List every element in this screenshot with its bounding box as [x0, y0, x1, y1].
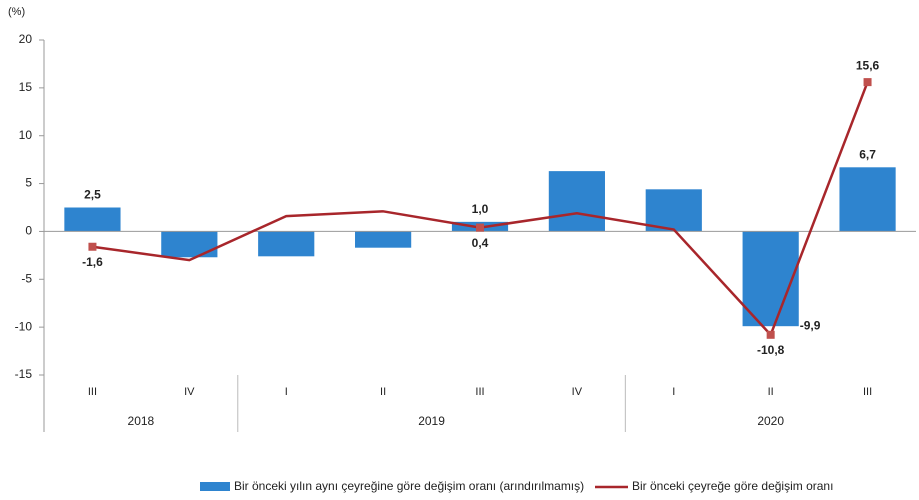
y-tick-label: -5	[21, 271, 32, 285]
line-label: -1,6	[82, 255, 103, 269]
y-tick-label: 20	[19, 32, 33, 46]
bar-label: 6,7	[859, 147, 876, 161]
bar	[355, 231, 412, 248]
marker	[476, 223, 484, 232]
x-tick-label: III	[88, 386, 97, 398]
marker	[88, 242, 97, 251]
bar	[64, 207, 121, 232]
bar	[839, 167, 896, 232]
group-label: 2018	[128, 414, 155, 428]
bar-label: -9,9	[800, 318, 821, 332]
bar	[645, 189, 702, 232]
legend-label: Bir önceki yılın aynı çeyreğine göre değ…	[234, 479, 584, 493]
x-tick-label: IV	[184, 386, 195, 398]
y-tick-label: 10	[19, 128, 33, 142]
bar	[161, 231, 218, 258]
y-tick-label: -15	[15, 367, 33, 381]
x-tick-label: III	[863, 386, 872, 398]
bar-label: 1,0	[472, 202, 489, 216]
marker	[863, 78, 872, 87]
line-label: 0,4	[472, 236, 489, 250]
x-tick-label: III	[475, 386, 484, 398]
x-tick-label: II	[380, 386, 386, 398]
y-tick-label: 5	[25, 176, 32, 190]
bar	[548, 171, 605, 232]
y-tick-label: -10	[15, 319, 33, 333]
x-tick-label: II	[768, 386, 774, 398]
y-tick-label: 0	[25, 224, 32, 238]
x-tick-label: IV	[572, 386, 583, 398]
y-unit: (%)	[8, 6, 25, 18]
group-label: 2020	[757, 414, 784, 428]
x-tick-label: I	[672, 386, 675, 398]
marker	[766, 330, 775, 339]
legend-swatch	[200, 482, 230, 491]
line-label: 15,6	[856, 58, 880, 72]
bar-label: 2,5	[84, 188, 101, 202]
legend-label: Bir önceki çeyreğe göre değişim oranı	[632, 479, 833, 493]
line-label: -10,8	[757, 343, 785, 357]
y-tick-label: 15	[19, 80, 33, 94]
bar	[258, 231, 315, 257]
group-label: 2019	[418, 414, 445, 428]
x-tick-label: I	[285, 386, 288, 398]
bar	[742, 231, 799, 327]
